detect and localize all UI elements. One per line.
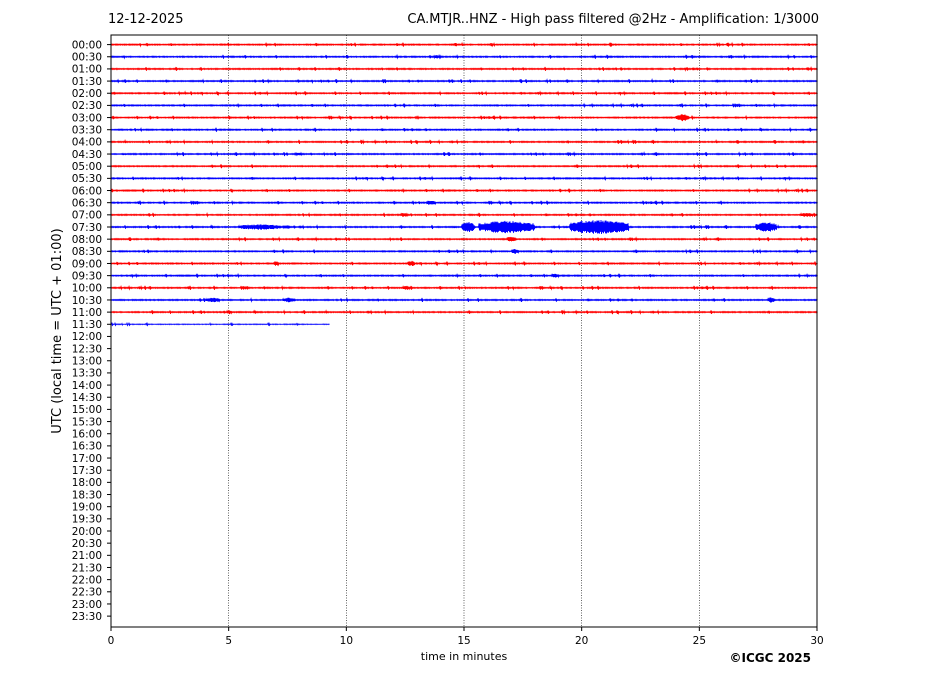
y-tick-label: 06:30: [72, 197, 102, 209]
y-tick-label: 03:30: [72, 125, 102, 137]
y-tick-label: 20:30: [72, 538, 102, 550]
trace-row-0700: [110, 212, 818, 218]
y-tick-label: 22:00: [72, 574, 102, 586]
trace-row-0630: [110, 199, 818, 206]
y-tick-label: 17:30: [72, 465, 102, 477]
trace-row-0230: [110, 102, 818, 109]
y-tick-label: 08:30: [72, 246, 102, 258]
y-tick-label: 15:30: [72, 416, 102, 428]
y-tick-label: 12:30: [72, 343, 102, 355]
y-tick-label: 10:30: [72, 295, 102, 307]
y-tick-label: 23:00: [72, 599, 102, 611]
y-axis-ticks: 00:0000:3001:0001:3002:0002:3003:0003:30…: [72, 39, 111, 623]
y-tick-label: 19:30: [72, 514, 102, 526]
y-tick-label: 20:00: [72, 526, 102, 538]
y-tick-label: 15:00: [72, 404, 102, 416]
seismic-traces: [110, 41, 818, 327]
y-tick-label: 07:30: [72, 222, 102, 234]
copyright-credit: ©ICGC 2025: [729, 651, 811, 665]
y-tick-label: 06:00: [72, 185, 102, 197]
y-tick-label: 04:30: [72, 149, 102, 161]
y-tick-label: 18:00: [72, 477, 102, 489]
y-tick-label: 13:30: [72, 368, 102, 380]
y-tick-label: 02:30: [72, 100, 102, 112]
trace-row-0530: [110, 175, 818, 182]
x-tick-label: 30: [810, 635, 823, 647]
y-tick-label: 19:00: [72, 501, 102, 513]
y-tick-label: 16:00: [72, 429, 102, 441]
trace-row-1000: [110, 284, 818, 291]
trace-row-0930: [110, 272, 818, 279]
y-tick-label: 05:00: [72, 161, 102, 173]
trace-row-1100: [110, 309, 818, 316]
y-tick-label: 11:00: [72, 307, 102, 319]
trace-row-0400: [110, 138, 818, 145]
x-tick-label: 10: [340, 635, 353, 647]
trace-row-0130: [110, 78, 818, 85]
x-tick-label: 5: [225, 635, 232, 647]
y-tick-label: 17:00: [72, 453, 102, 465]
trace-row-0900: [110, 260, 818, 267]
y-tick-label: 09:30: [72, 270, 102, 282]
y-tick-label: 13:00: [72, 356, 102, 368]
y-tick-label: 01:00: [72, 64, 102, 76]
trace-row-0030: [110, 53, 818, 60]
y-tick-label: 09:00: [72, 258, 102, 270]
y-tick-label: 11:30: [72, 319, 102, 331]
y-tick-label: 05:30: [72, 173, 102, 185]
y-tick-label: 00:30: [72, 52, 102, 64]
trace-row-0600: [110, 187, 818, 194]
y-tick-label: 16:30: [72, 441, 102, 453]
x-tick-label: 15: [457, 635, 470, 647]
trace-row-0300: [110, 114, 818, 122]
trace-row-0730: [110, 219, 818, 235]
y-tick-label: 23:30: [72, 611, 102, 623]
trace-row-0000: [110, 41, 818, 48]
x-tick-label: 0: [108, 635, 115, 647]
y-tick-label: 02:00: [72, 88, 102, 100]
trace-row-1130: [110, 321, 330, 327]
trace-row-0800: [110, 236, 818, 243]
y-tick-label: 03:00: [72, 112, 102, 124]
trace-row-0430: [110, 151, 818, 158]
y-tick-label: 12:00: [72, 331, 102, 343]
trace-row-1030: [110, 297, 818, 303]
y-tick-label: 21:00: [72, 550, 102, 562]
trace-row-0100: [110, 65, 818, 72]
y-axis-label: UTC (local time = UTC + 01:00): [50, 228, 65, 433]
y-tick-label: 04:00: [72, 137, 102, 149]
chart-title: CA.MTJR..HNZ - High pass filtered @2Hz -…: [407, 12, 819, 27]
trace-row-0330: [110, 126, 818, 133]
vertical-grid: [228, 35, 700, 627]
x-tick-label: 20: [575, 635, 588, 647]
y-tick-label: 14:30: [72, 392, 102, 404]
trace-row-0830: [110, 248, 818, 255]
y-tick-label: 00:00: [72, 39, 102, 51]
trace-row-0500: [110, 163, 818, 170]
x-axis-label: time in minutes: [421, 650, 508, 663]
x-axis-ticks: 0 5 10 15 20 25 30: [108, 627, 824, 647]
y-tick-label: 22:30: [72, 587, 102, 599]
y-tick-label: 10:00: [72, 283, 102, 295]
trace-row-0200: [110, 90, 818, 97]
y-tick-label: 21:30: [72, 562, 102, 574]
chart-date: 12-12-2025: [108, 12, 184, 27]
y-tick-label: 18:30: [72, 489, 102, 501]
y-tick-label: 07:00: [72, 210, 102, 222]
x-tick-label: 25: [693, 635, 706, 647]
y-tick-label: 01:30: [72, 76, 102, 88]
y-tick-label: 14:00: [72, 380, 102, 392]
y-tick-label: 08:00: [72, 234, 102, 246]
